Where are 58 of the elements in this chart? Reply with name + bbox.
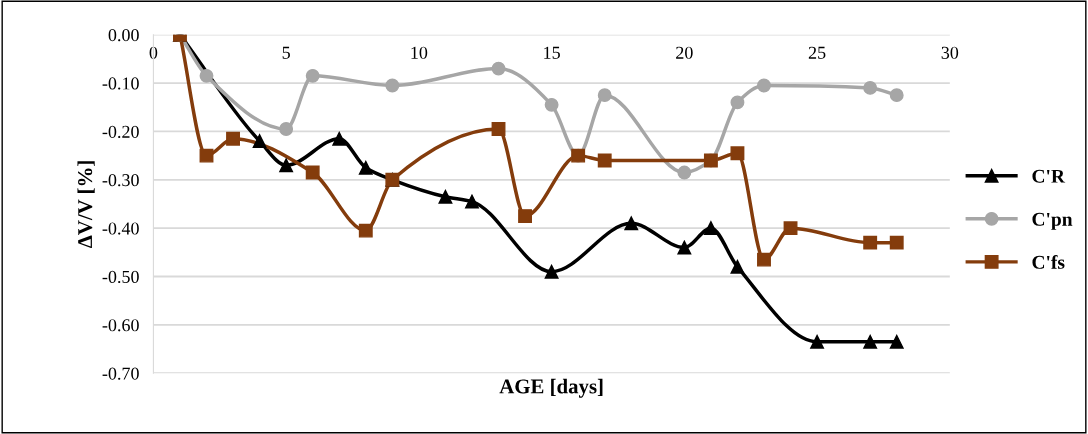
x-tick-label: 20	[676, 46, 693, 59]
x-tick-label: 30	[941, 46, 959, 59]
point	[730, 146, 745, 161]
point	[544, 264, 559, 279]
legend-label: C'fs	[1032, 254, 1065, 269]
point	[597, 88, 612, 103]
point	[810, 334, 825, 349]
point	[889, 88, 904, 103]
y-tick-label: -0.50	[102, 270, 139, 284]
point	[863, 235, 878, 250]
point	[199, 148, 214, 163]
point	[730, 259, 745, 274]
x-tick-label: 25	[808, 46, 826, 59]
point	[332, 131, 347, 146]
x-axis-title: AGE [days]	[499, 378, 603, 398]
y-tick-label: -0.70	[102, 367, 139, 380]
point	[252, 134, 267, 149]
point	[624, 216, 639, 231]
point	[863, 334, 878, 349]
point	[703, 221, 718, 236]
y-axis-title: ΔV/V [%]	[77, 161, 95, 248]
x-tick-label: 10	[411, 46, 428, 59]
point	[491, 61, 506, 76]
x-tick-label: 0	[149, 46, 158, 59]
point	[889, 235, 904, 250]
legend-label: C'pn	[1032, 212, 1073, 230]
point	[544, 97, 559, 112]
point	[597, 153, 612, 168]
y-tick-label: -0.40	[102, 222, 139, 235]
y-tick-label: -0.20	[102, 125, 139, 138]
y-tick-label: -0.10	[102, 77, 139, 90]
point	[438, 189, 453, 204]
point	[730, 95, 745, 110]
point	[465, 194, 479, 209]
y-tick-label: -0.30	[102, 174, 139, 187]
point	[199, 68, 214, 83]
point	[358, 223, 373, 238]
y-tick-label: -0.60	[102, 319, 139, 332]
point	[305, 68, 320, 83]
point	[305, 165, 320, 180]
point	[518, 209, 533, 224]
point	[677, 240, 692, 255]
point	[757, 252, 771, 267]
point	[358, 160, 373, 175]
legend-label: C'R	[1032, 169, 1066, 183]
point	[491, 122, 506, 136]
point	[757, 78, 771, 93]
point	[783, 221, 798, 236]
point	[863, 80, 878, 95]
point	[279, 158, 294, 173]
point	[279, 122, 294, 136]
x-tick-label: 5	[282, 46, 290, 59]
point	[226, 131, 240, 146]
point	[677, 165, 692, 180]
point	[385, 78, 400, 93]
y-tick-label: 0.00	[108, 28, 139, 42]
x-tick-label: 15	[544, 46, 560, 59]
point	[889, 334, 904, 349]
